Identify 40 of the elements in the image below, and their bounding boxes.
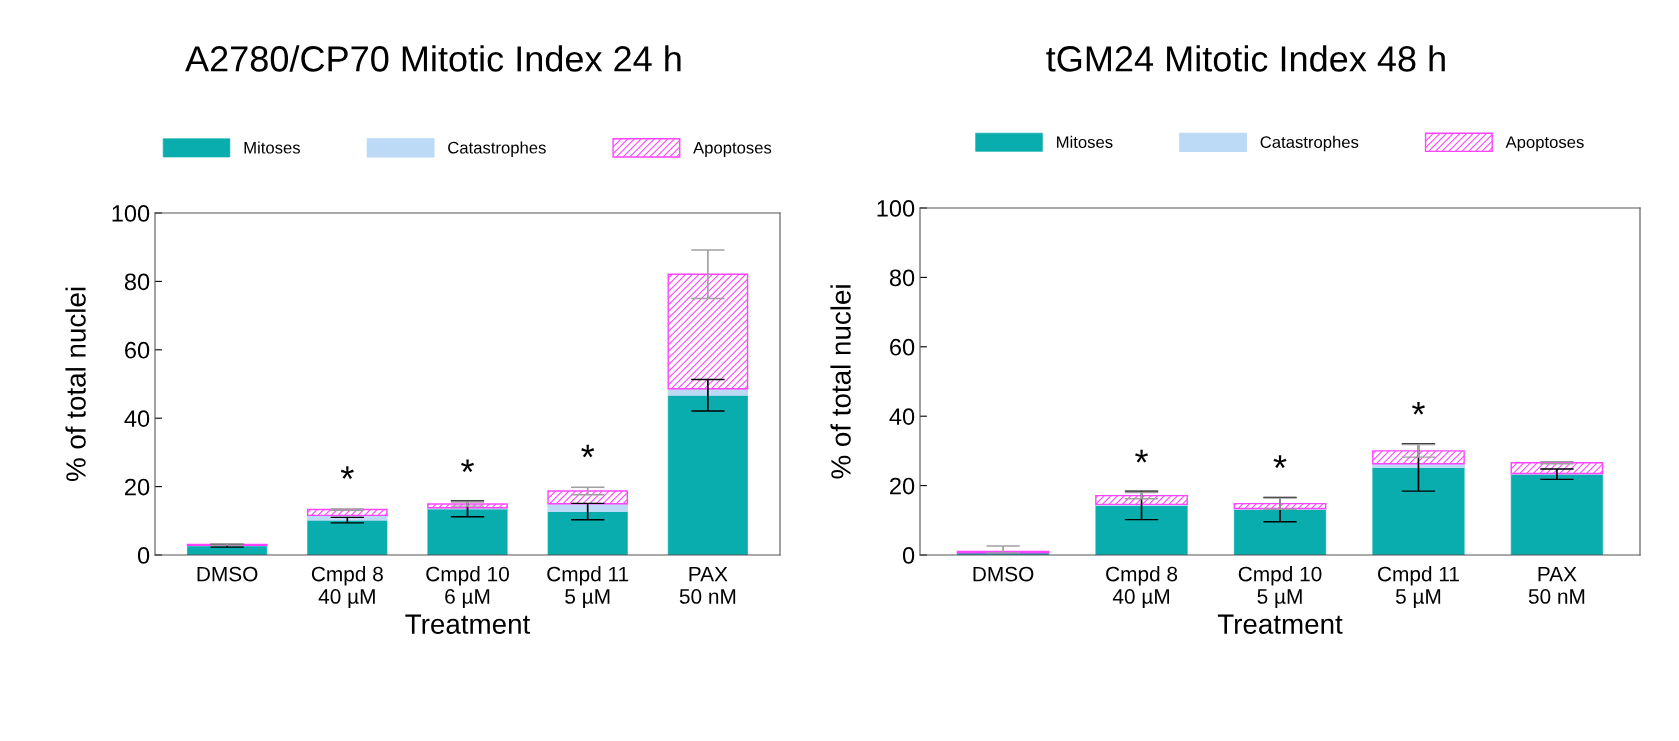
legend-label: Catastrophes xyxy=(1260,135,1359,152)
y-tick-label: 20 xyxy=(125,478,150,496)
y-tick-label: 60 xyxy=(125,341,150,359)
legend-label: Catastrophes xyxy=(448,141,546,157)
y-tick-label: 100 xyxy=(112,205,150,222)
y-tick-label: 100 xyxy=(877,200,915,217)
x-tick-label: Cmpd 11 5 µM xyxy=(1378,566,1459,608)
y-tick-label: 40 xyxy=(889,408,915,425)
y-tick-label: 0 xyxy=(137,547,150,564)
x-axis-title: Treatment xyxy=(1217,614,1343,634)
y-axis-title: % of total nuclei xyxy=(830,285,851,479)
x-tick-label: Cmpd 11 5 µM xyxy=(547,566,629,608)
y-tick-label: 60 xyxy=(890,338,915,356)
y-tick-label: 20 xyxy=(890,477,915,495)
x-tick-label: PAX 50 nM xyxy=(1528,566,1585,604)
data-label: * xyxy=(1273,455,1287,469)
legend-label: Apoptoses xyxy=(693,141,772,157)
x-tick-label: Cmpd 10 6 µM xyxy=(426,566,509,608)
y-tick-label: 40 xyxy=(124,410,150,427)
x-tick-label: DMSO xyxy=(197,566,258,582)
y-tick-label: 0 xyxy=(902,547,915,564)
x-tick-label: Cmpd 10 5 µM xyxy=(1238,566,1322,608)
data-label: * xyxy=(1135,449,1148,463)
x-axis-title: Treatment xyxy=(405,614,531,634)
y-tick-label: 80 xyxy=(124,273,150,291)
y-tick-label: 80 xyxy=(889,269,915,287)
x-tick-label: Cmpd 8 40 µM xyxy=(1106,566,1178,608)
legend-label: Mitoses xyxy=(1057,135,1113,149)
data-label: * xyxy=(340,466,354,479)
legend-label: Mitoses xyxy=(244,141,301,154)
x-tick-label: Cmpd 8 40 µM xyxy=(311,566,383,608)
data-label: * xyxy=(581,444,595,458)
y-axis-title: % of total nuclei xyxy=(65,287,86,482)
x-tick-label: DMSO xyxy=(973,566,1034,582)
data-label: * xyxy=(461,459,474,473)
chart-title: tGM24 Mitotic Index 48 h xyxy=(1046,45,1445,72)
x-tick-label: PAX 50 nM xyxy=(679,566,736,604)
data-label: * xyxy=(1412,401,1425,415)
chart-title: A2780/CP70 Mitotic Index 24 h xyxy=(185,45,681,72)
legend-label: Apoptoses xyxy=(1505,136,1584,152)
